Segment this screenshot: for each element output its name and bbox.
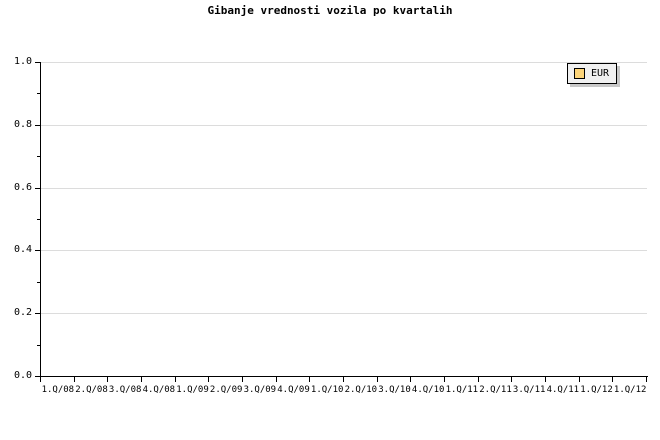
x-axis-tick [208, 377, 209, 382]
x-axis-tick-label: 3.Q/09 [243, 385, 277, 395]
x-axis-tick [478, 377, 479, 382]
x-axis-tick-label: 3.Q/11 [512, 385, 546, 395]
y-axis-tick-major [35, 188, 41, 189]
y-axis-tick-minor [37, 93, 41, 94]
x-axis-ticks [40, 377, 648, 383]
x-axis-tick-label: 1.Q/12 [580, 385, 613, 395]
x-axis-line [40, 376, 648, 377]
x-axis-tick [410, 377, 411, 382]
x-axis-tick [276, 377, 277, 382]
x-axis-tick-label: 1.Q/10 [310, 385, 344, 395]
x-axis-tick [40, 377, 41, 382]
x-axis-tick-label: 3.Q/10 [378, 385, 411, 395]
x-axis-tick-label: 1.Q/08 [41, 385, 75, 395]
chart-legend[interactable]: EUR [567, 63, 618, 84]
y-axis-tick-minor [37, 345, 41, 346]
y-axis-ticks [34, 62, 41, 377]
x-axis-tick [242, 377, 243, 382]
legend-label-eur: EUR [591, 68, 610, 79]
x-axis-tick-label: 4.Q/11 [546, 385, 580, 395]
x-axis-tick [343, 377, 344, 382]
x-axis-tick [175, 377, 176, 382]
x-axis-tick [511, 377, 512, 382]
gridline [41, 188, 647, 189]
x-axis-tick-label: 4.Q/10 [411, 385, 445, 395]
x-axis-tick [377, 377, 378, 382]
y-axis-tick-label: 0.0 [13, 370, 32, 381]
y-axis-tick-major [35, 125, 41, 126]
x-axis-tick-label: 2.Q/10 [344, 385, 378, 395]
x-axis-tick-label: 2.Q/08 [75, 385, 108, 395]
x-axis-tick [612, 377, 613, 382]
legend-swatch-eur [574, 68, 585, 79]
x-axis-tick-label: 2.Q/09 [209, 385, 243, 395]
y-axis-tick-major [35, 313, 41, 314]
x-axis-tick [141, 377, 142, 382]
x-axis-tick [107, 377, 108, 382]
x-axis-tick [444, 377, 445, 382]
y-axis-tick-minor [37, 219, 41, 220]
y-axis-tick-minor [37, 282, 41, 283]
gridline [41, 62, 647, 63]
y-axis-labels: 0.0 0.2 0.4 0.6 0.8 1.0 [0, 0, 32, 440]
gridline [41, 125, 647, 126]
x-axis-tick [545, 377, 546, 382]
x-axis-labels: 1.Q/08 2.Q/08 3.Q/08 4.Q/08 1.Q/09 2.Q/09 3.Q/… [0, 385, 660, 399]
y-axis-tick-label: 1.0 [13, 56, 32, 67]
y-axis-tick-label: 0.2 [13, 307, 32, 319]
x-axis-tick [579, 377, 580, 382]
x-axis-tick [74, 377, 75, 382]
y-axis-tick-major [35, 376, 41, 377]
x-axis-tick-label: 1.Q/12 [613, 385, 647, 395]
x-axis-tick-label: 2.Q/11 [479, 385, 512, 395]
x-axis-tick-label: 3.Q/08 [108, 385, 142, 395]
gridline [41, 250, 647, 251]
chart-title: Gibanje vrednosti vozila po kvartalih [207, 4, 453, 17]
x-axis-tick [309, 377, 310, 382]
y-axis-tick-label: 0.4 [13, 244, 32, 256]
y-axis-tick-major [35, 250, 41, 251]
x-axis-tick-label: 1.Q/09 [176, 385, 209, 395]
y-axis-tick-minor [37, 156, 41, 157]
y-axis-tick-label: 0.6 [13, 181, 32, 193]
x-axis-tick-label: 4.Q/09 [277, 385, 310, 395]
x-axis-tick [646, 377, 647, 382]
y-axis-tick-major [35, 62, 41, 63]
gridline [41, 313, 647, 314]
y-axis-tick-label: 0.8 [13, 118, 32, 130]
plot-area [41, 62, 647, 376]
x-axis-tick-label: 4.Q/08 [142, 385, 176, 395]
x-axis-tick-label: 1.Q/11 [445, 385, 479, 395]
